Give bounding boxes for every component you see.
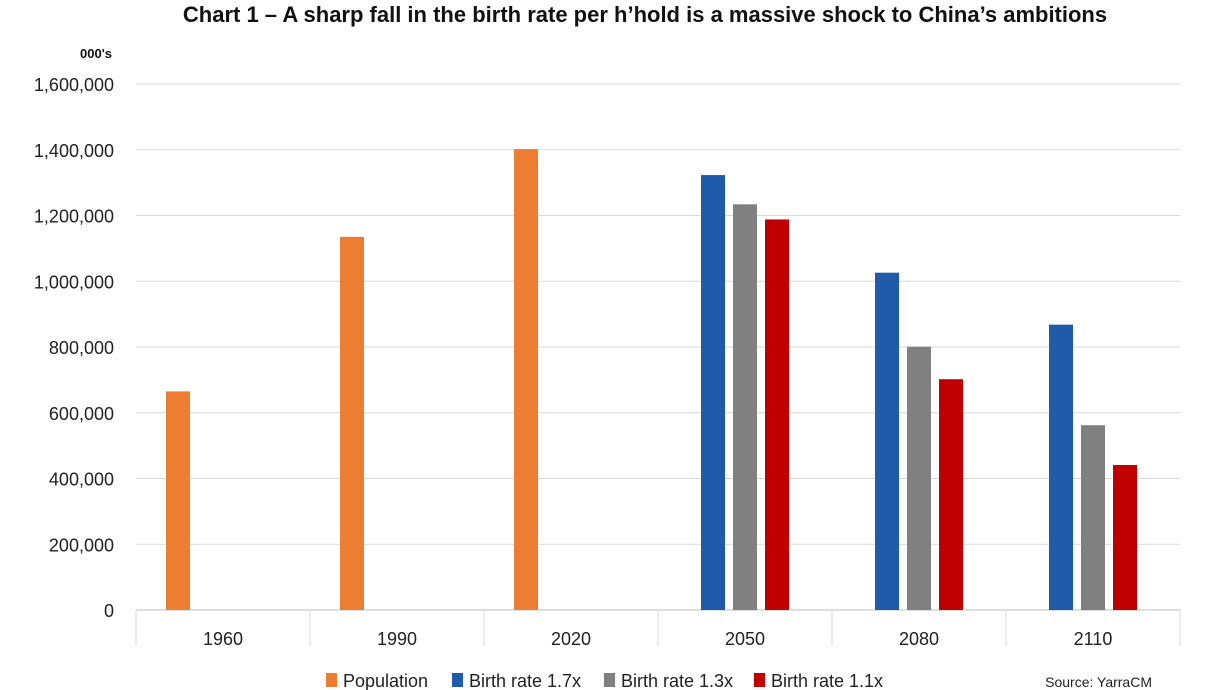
legend-label: Population: [343, 671, 428, 690]
legend-label: Birth rate 1.7x: [469, 671, 581, 690]
y-tick-label: 400,000: [49, 470, 114, 490]
legend-item: Birth rate 1.7x: [452, 671, 581, 690]
x-axis-ticks: 1960 1990 2020 2050 2080 2110: [203, 629, 1112, 649]
bar: [701, 175, 725, 610]
bar: [514, 149, 538, 610]
legend-label: Birth rate 1.1x: [771, 671, 883, 690]
bar: [733, 204, 757, 610]
legend-swatch: [452, 673, 463, 687]
legend-swatch: [326, 673, 337, 687]
legend-label: Birth rate 1.3x: [621, 671, 733, 690]
legend-item: Population: [326, 671, 428, 690]
bar: [1113, 465, 1137, 610]
x-tick-label: 2050: [725, 629, 765, 649]
y-tick-label: 600,000: [49, 404, 114, 424]
y-tick-label: 1,000,000: [34, 272, 114, 292]
y-tick-label: 1,200,000: [34, 207, 114, 227]
bar: [875, 272, 899, 610]
legend: Population Birth rate 1.7x Birth rate 1.3x…: [326, 671, 883, 690]
x-tick-label: 2110: [1074, 629, 1113, 649]
y-tick-label: 1,400,000: [34, 141, 114, 161]
y-tick-label: 1,600,000: [34, 75, 114, 95]
source-note: Source: YarraCM: [1045, 674, 1152, 690]
y-tick-label: 800,000: [49, 338, 114, 358]
bars: [166, 149, 1137, 610]
y-tick-label: 200,000: [49, 535, 114, 555]
bar: [166, 391, 190, 610]
legend-item: Birth rate 1.3x: [604, 671, 733, 690]
bar: [765, 219, 789, 610]
y-tick-label: 0: [104, 601, 114, 621]
x-tick-label: 1990: [377, 629, 417, 649]
legend-item: Birth rate 1.1x: [754, 671, 883, 690]
bar: [1049, 324, 1073, 610]
bar: [907, 346, 931, 610]
legend-swatch: [754, 673, 765, 687]
bar: [1081, 425, 1105, 610]
y-axis-ticks: 0 200,000 400,000 600,000 800,000 1,000,000 1,…: [34, 75, 114, 621]
chart-title: Chart 1 – A sharp fall in the birth rate…: [182, 2, 1108, 27]
y-unit-label: 000's: [80, 46, 112, 61]
gridlines: [135, 83, 1181, 646]
x-tick-label: 2020: [551, 629, 591, 649]
bar: [939, 379, 963, 610]
x-tick-label: 2080: [899, 629, 939, 649]
bar: [340, 236, 364, 610]
legend-swatch: [604, 673, 615, 687]
x-tick-label: 1960: [203, 629, 243, 649]
